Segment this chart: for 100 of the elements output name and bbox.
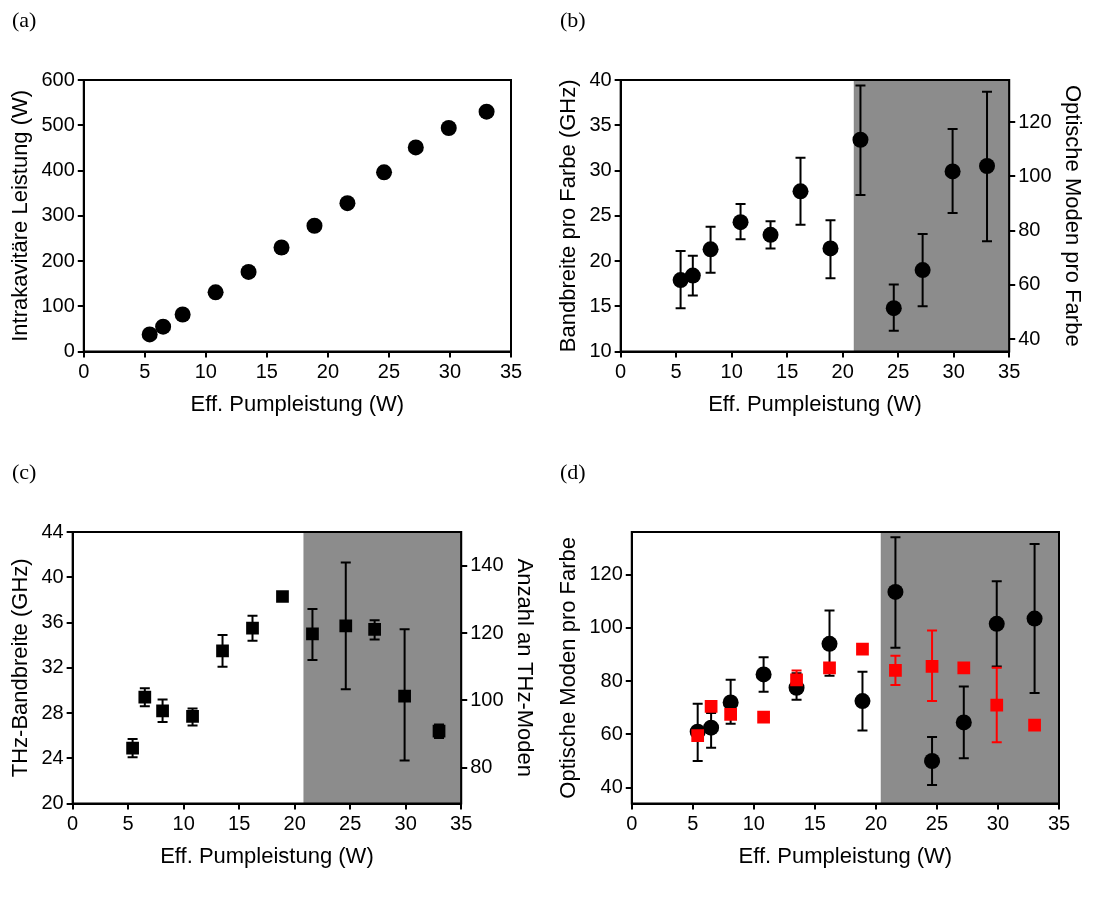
point	[757, 710, 770, 724]
y-axis-title: Intrakavitäre Leistung (W)	[7, 89, 33, 342]
y-tick-label: 20	[589, 248, 612, 271]
y-tick-label: 20	[41, 791, 64, 814]
x-tick-label: 15	[228, 812, 251, 835]
x-tick-label: 25	[887, 360, 910, 383]
point	[755, 666, 772, 683]
point	[885, 300, 902, 317]
point	[155, 318, 172, 335]
x-tick-label: 10	[720, 360, 743, 383]
point	[702, 241, 719, 258]
x-tick-label: 5	[687, 812, 699, 835]
y-tick-label: 300	[41, 203, 75, 226]
point	[821, 635, 838, 652]
point	[762, 226, 779, 243]
point	[216, 644, 229, 658]
point	[887, 583, 904, 600]
point	[1028, 718, 1041, 732]
y-tick-label: 400	[41, 158, 75, 181]
y-axis-title: THz-Bandbreite (GHz)	[7, 558, 33, 778]
point	[792, 183, 809, 200]
y-tick-label: 100	[41, 293, 75, 316]
point	[339, 195, 356, 212]
y2-tick-label: 100	[470, 687, 504, 710]
point	[684, 267, 701, 284]
x-tick-label: 20	[864, 812, 888, 835]
x-tick-label: 10	[172, 812, 195, 835]
y2-tick-label: 120	[470, 620, 504, 643]
x-tick-label: 15	[803, 812, 826, 835]
x-tick-label: 20	[316, 360, 340, 383]
point	[156, 704, 169, 718]
y-tick-label: 120	[589, 562, 623, 585]
y-tick-label: 40	[41, 564, 64, 587]
x-tick-label: 15	[776, 360, 799, 383]
y-tick-label: 60	[600, 721, 623, 744]
point	[368, 622, 381, 636]
x-tick-label: 5	[670, 360, 682, 383]
y-tick-label: 10	[589, 339, 612, 362]
y-tick-label: 15	[589, 293, 612, 316]
point	[240, 263, 257, 280]
point	[273, 239, 290, 256]
point	[276, 590, 289, 603]
point	[854, 693, 871, 710]
point	[141, 326, 158, 343]
x-tick-label: 35	[998, 360, 1021, 383]
y-axis-title: Bandbreite pro Farbe (GHz)	[555, 79, 581, 353]
y-tick-label: 40	[600, 775, 623, 798]
x-axis-title: Eff. Pumpleistung (W)	[708, 390, 922, 416]
y-tick-label: 600	[41, 67, 75, 90]
point	[407, 139, 424, 156]
point	[822, 240, 839, 257]
text: (a)	[12, 6, 37, 32]
y2-tick-label: 80	[1018, 218, 1041, 241]
point	[990, 698, 1004, 712]
point	[924, 753, 941, 769]
y2-tick-label: 40	[1018, 326, 1041, 349]
y-tick-label: 100	[589, 615, 623, 638]
y-tick-label: 32	[41, 655, 64, 678]
x-tick-label: 25	[925, 812, 949, 835]
x-tick-label: 5	[139, 360, 151, 383]
text: (d)	[560, 458, 586, 484]
y-tick-label: 24	[41, 745, 64, 768]
y-tick-label: 30	[589, 158, 612, 181]
y-tick-label: 80	[600, 668, 623, 691]
x-tick-label: 35	[499, 360, 523, 383]
x-tick-label: 20	[283, 812, 306, 835]
point	[957, 661, 971, 675]
point	[246, 621, 259, 635]
point	[823, 661, 836, 675]
point	[1026, 610, 1043, 627]
point	[478, 103, 495, 120]
y-tick-label: 40	[589, 67, 612, 90]
point	[914, 262, 931, 279]
y2-axis-title: Anzahl an THz-Moden	[512, 558, 538, 778]
y-axis-title: Optische Moden pro Farbe	[555, 536, 581, 799]
point	[339, 619, 353, 633]
point	[306, 627, 319, 641]
point	[207, 284, 224, 301]
x-tick-label: 30	[986, 812, 1010, 835]
y2-tick-label: 80	[470, 755, 493, 778]
x-axis-title: Eff. Pumpleistung (W)	[160, 842, 374, 868]
y2-axis-title: Optische Moden pro Farbe	[1060, 84, 1086, 347]
point	[186, 710, 199, 723]
point	[440, 119, 457, 136]
y2-tick-label: 140	[470, 553, 504, 576]
point	[852, 131, 869, 148]
point	[925, 660, 939, 673]
x-tick-label: 10	[742, 812, 765, 835]
x-tick-label: 35	[450, 812, 473, 835]
point	[691, 729, 705, 743]
text: (b)	[560, 6, 586, 32]
point	[979, 158, 996, 175]
text: (c)	[12, 458, 37, 484]
y-tick-label: 36	[41, 610, 64, 633]
point	[732, 214, 749, 231]
x-tick-label: 30	[438, 360, 462, 383]
y-tick-label: 35	[589, 112, 612, 135]
point	[376, 164, 393, 181]
x-tick-label: 5	[122, 812, 134, 835]
x-tick-label: 35	[1047, 812, 1071, 835]
